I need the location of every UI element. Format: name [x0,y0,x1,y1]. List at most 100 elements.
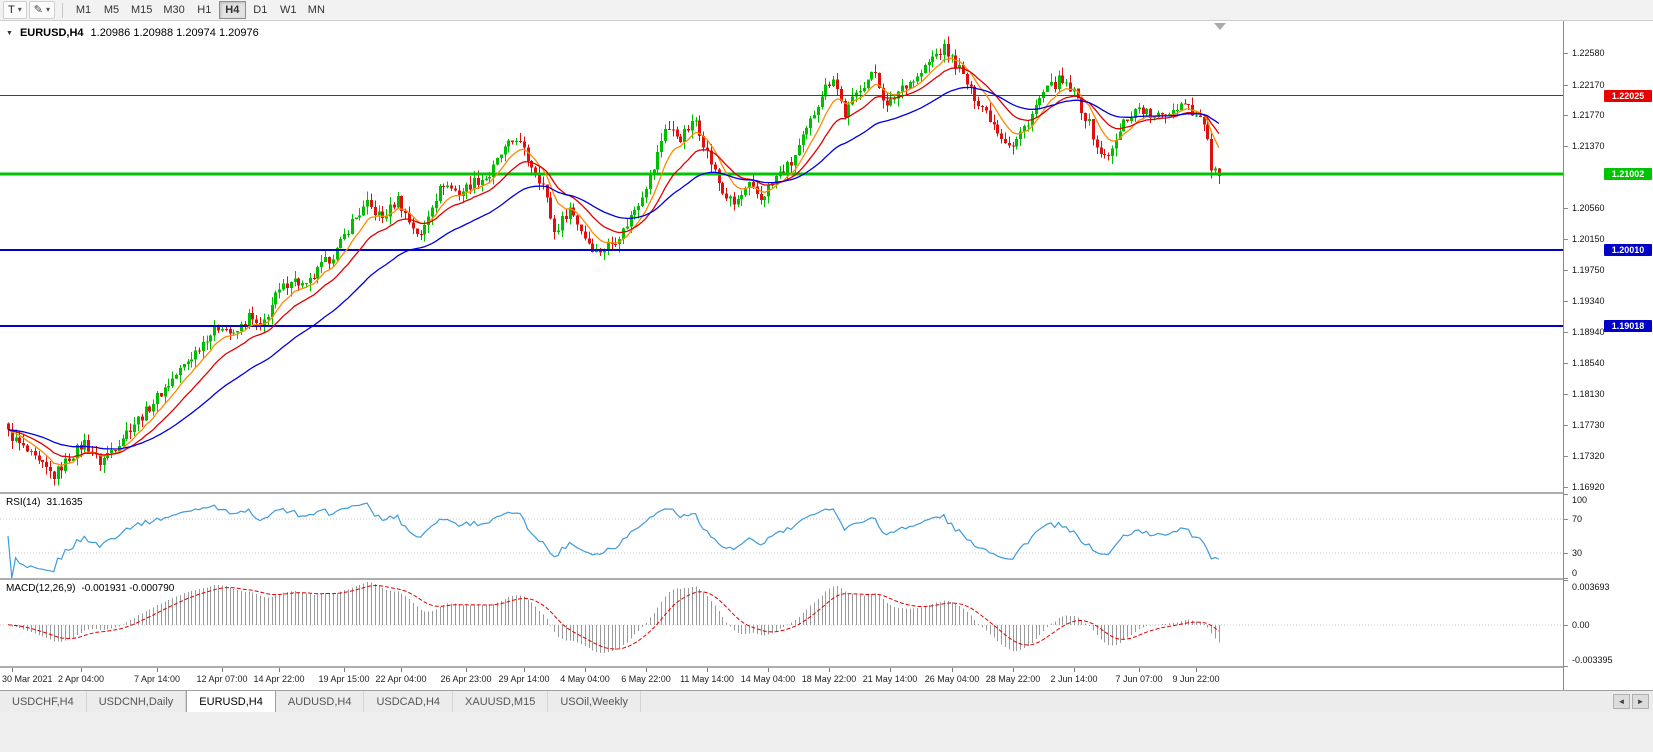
time-axis-label: 2 Apr 04:00 [57,674,105,684]
moving-average-40 [7,86,1220,450]
time-axis-label: 22 Apr 04:00 [375,674,427,684]
tab-scroll-right-button[interactable]: ► [1632,694,1649,709]
time-axis-tick [81,668,82,672]
axis-tick [1564,580,1568,581]
dropdown-arrow-icon: ▾ [17,5,22,14]
axis-tick [1564,487,1568,488]
time-axis-tick [12,668,13,672]
timeframe-button-h1[interactable]: H1 [197,4,212,16]
rsi-axis-label: 70 [1572,514,1583,524]
rsi-axis-label: 0 [1572,568,1578,578]
price-badge-1.21002: 1.21002 [1604,168,1652,180]
axis-tick [1564,270,1568,271]
time-axis-tick [1139,668,1140,672]
timeframe-button-d1[interactable]: D1 [253,4,268,16]
rsi-label: RSI(14) 31.1635 [6,497,83,508]
time-axis[interactable]: 30 Mar 2021 2 Apr 04:00 7 Apr 14:00 12 Apr … [0,668,1563,690]
time-axis-label: 6 May 22:00 [621,674,671,684]
collapse-triangle-icon[interactable]: ▼ [6,29,13,37]
price-axis-label: 1.22170 [1572,80,1605,90]
axis-tick [1564,332,1568,333]
axis-tick [1564,578,1568,579]
chart-window[interactable]: ▼ EURUSD,H4 1.20986 1.20988 1.20974 1.20… [0,21,1653,690]
time-axis-tick [829,668,830,672]
axis-tick [1564,425,1568,426]
macd-pane[interactable] [0,580,1563,666]
time-axis-label: 26 May 04:00 [924,674,980,684]
axis-tick [1564,115,1568,116]
tab-usdcnh-daily[interactable]: USDCNH,Daily [86,691,187,712]
time-axis-tick [524,668,525,672]
bottom-area [0,712,1653,752]
time-axis-tick [1013,668,1014,672]
axis-tick [1564,456,1568,457]
macd-axis-label: 0.00 [1572,620,1590,630]
chart-shift-marker[interactable] [1214,23,1226,30]
rsi-pane[interactable] [0,494,1563,578]
toolbar-button-t[interactable]: T ▾ [3,1,27,19]
axis-tick [1564,666,1568,667]
time-axis-tick [707,668,708,672]
rsi-name: RSI(14) [6,497,41,508]
macd-label: MACD(12,26,9) -0.001931 -0.000790 [6,583,174,594]
axis-tick [1564,53,1568,54]
time-axis-label: 14 May 04:00 [740,674,796,684]
tab-scroll-left-button[interactable]: ◄ [1613,694,1630,709]
pane-splitter[interactable] [0,492,1653,494]
price-pane[interactable] [0,21,1563,492]
rsi-axis-label: 100 [1572,495,1588,505]
timeframe-buttons: M1 M5 M15 M30 H1 H4 D1 W1 MN [70,1,330,19]
timeframe-button-m1[interactable]: M1 [75,4,92,16]
time-axis-tick [401,668,402,672]
axis-tick [1564,239,1568,240]
pane-splitter[interactable] [0,666,1653,668]
axis-tick [1564,208,1568,209]
time-axis-tick [157,668,158,672]
chart-ohlc-quotes: 1.20986 1.20988 1.20974 1.20976 [90,27,259,39]
price-axis-label: 1.18130 [1572,389,1605,399]
macd-values: -0.001931 -0.000790 [81,583,175,594]
tab-usdcad-h4[interactable]: USDCAD,H4 [364,691,454,712]
chart-tabs: USDCHF,H4 USDCNH,Daily EURUSD,H4 AUDUSD,H4 U… [0,691,1609,712]
tab-eurusd-h4[interactable]: EURUSD,H4 [186,691,276,712]
pane-splitter[interactable] [0,578,1653,580]
time-axis-label: 12 Apr 07:00 [196,674,248,684]
down-candle-wicks [8,36,1220,486]
time-axis-tick [890,668,891,672]
timeframe-button-m5[interactable]: M5 [103,4,120,16]
timeframe-button-h4[interactable]: H4 [218,1,246,19]
price-axis-label: 1.18540 [1572,358,1605,368]
time-axis-label: 30 Mar 2021 [2,674,53,684]
price-axis-label: 1.20150 [1572,234,1605,244]
tab-usdchf-h4[interactable]: USDCHF,H4 [0,691,87,712]
timeframe-button-m15[interactable]: M15 [130,4,153,16]
rsi-axis-label: 30 [1572,548,1583,558]
price-badge-1.20010: 1.20010 [1604,244,1652,256]
timeframe-button-mn[interactable]: MN [307,4,325,16]
axis-tick [1564,363,1568,364]
pencil-icon: ✎ [33,3,43,16]
tab-xauusd-m15[interactable]: XAUUSD,M15 [453,691,549,712]
tab-audusd-h4[interactable]: AUDUSD,H4 [275,691,365,712]
draw-tool-button[interactable]: ✎ ▾ [28,1,55,19]
price-axis[interactable]: 1.22580 1.22170 1.21770 1.21370 1.20560 1.201… [1563,21,1653,690]
timeframe-button-m30[interactable]: M30 [163,4,185,16]
top-toolbar: T ▾ ✎ ▾ M1 M5 M15 M30 H1 H4 D1 W1 MN [0,0,1653,21]
chart-symbol-period: EURUSD,H4 [19,27,84,39]
scroll-left-icon: ◄ [1617,697,1626,706]
timeframe-button-w1[interactable]: W1 [280,4,297,16]
time-axis-label: 28 May 22:00 [985,674,1041,684]
toolbar-button-t-label: T [8,4,15,16]
toolbar-separator [61,2,63,18]
tab-usoil-weekly[interactable]: USOil,Weekly [548,691,641,712]
time-axis-label: 7 Jun 07:00 [1115,674,1163,684]
macd-axis-label: 0.003693 [1572,582,1610,592]
axis-tick [1564,625,1568,626]
price-axis-label: 1.21370 [1572,141,1605,151]
macd-signal-line [7,585,1220,650]
time-axis-label: 2 Jun 14:00 [1050,674,1098,684]
time-axis-tick [1196,668,1197,672]
time-axis-tick [279,668,280,672]
moving-average-17 [7,67,1220,458]
